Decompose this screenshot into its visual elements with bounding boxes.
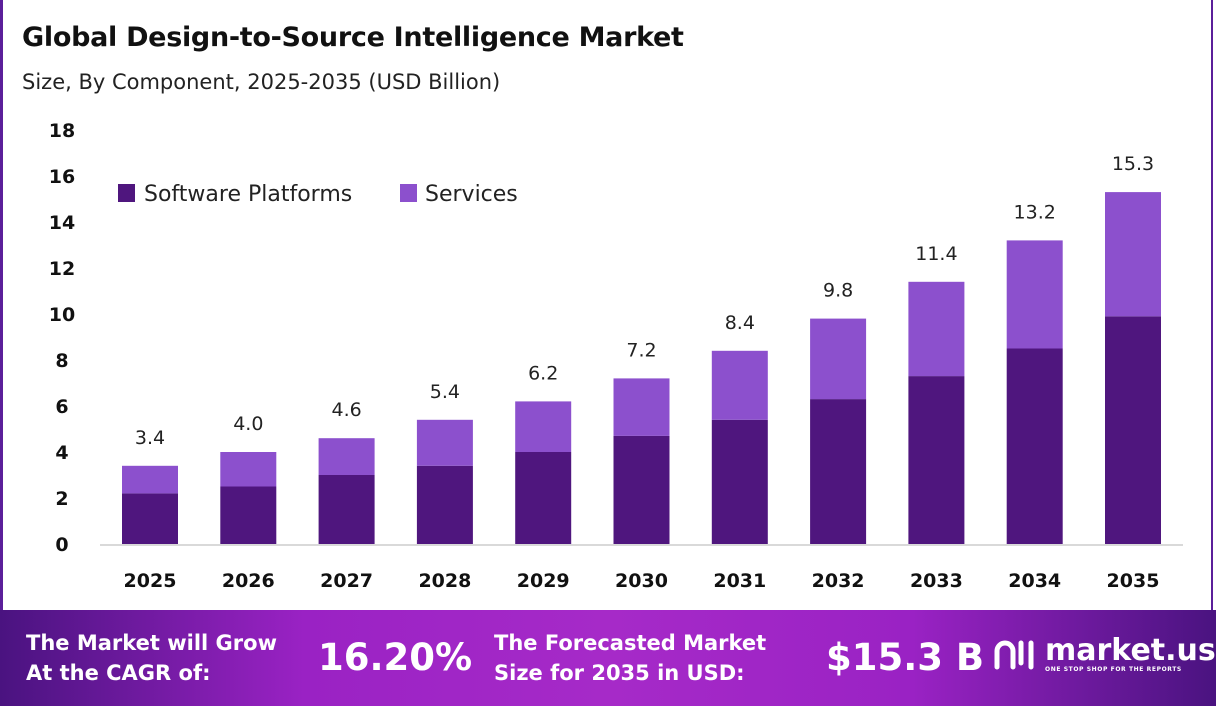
bar-segment-services-2025	[122, 465, 178, 494]
total-data-label: 15.3	[1112, 153, 1154, 175]
bar-segment-services-2035	[1105, 192, 1161, 317]
y-tick-label: 12	[49, 258, 75, 280]
total-data-label: 9.8	[823, 280, 853, 302]
bar-segment-services-2028	[416, 419, 473, 466]
legend-swatch-services	[400, 184, 417, 202]
x-tick-label: 2028	[418, 570, 471, 592]
bar-segment-software-platforms-2033	[908, 376, 965, 544]
y-tick-label: 18	[49, 120, 75, 142]
x-tick-label: 2032	[812, 570, 865, 592]
total-data-label: 13.2	[1014, 201, 1056, 223]
chart-frame	[0, 0, 1213, 610]
x-tick-label: 2034	[1008, 570, 1061, 592]
bar-segment-services-2032	[810, 318, 867, 400]
logo-tagline: ONE STOP SHOP FOR THE REPORTS	[1045, 666, 1182, 673]
bar-segment-services-2029	[515, 401, 572, 452]
x-tick-label: 2033	[910, 570, 963, 592]
legend-label: Software Platforms	[144, 182, 352, 207]
x-tick-label: 2031	[713, 570, 766, 592]
bar-segment-services-2026	[220, 452, 277, 487]
bar-segment-software-platforms-2031	[711, 419, 768, 544]
cagr-label: The Market will Grow At the CAGR of:	[26, 628, 277, 688]
x-tick-label: 2035	[1107, 570, 1160, 592]
cagr-label-line1: The Market will Grow	[26, 631, 277, 655]
chart-subtitle: Size, By Component, 2025-2035 (USD Billi…	[22, 70, 501, 94]
y-tick-label: 8	[55, 350, 68, 372]
forecast-label: The Forecasted Market Size for 2035 in U…	[494, 628, 766, 688]
x-tick-label: 2026	[222, 570, 275, 592]
y-tick-label: 2	[55, 488, 68, 510]
x-tick-label: 2029	[517, 570, 570, 592]
bar-segment-software-platforms-2026	[220, 486, 277, 544]
forecast-label-line2: Size for 2035 in USD:	[494, 661, 745, 685]
cagr-value: 16.20%	[318, 636, 473, 679]
total-data-label: 4.0	[233, 413, 263, 435]
bar-segment-software-platforms-2032	[810, 399, 867, 544]
x-tick-label: 2025	[124, 570, 177, 592]
bar-segment-services-2034	[1006, 240, 1063, 349]
y-tick-label: 0	[55, 534, 68, 556]
bar-segment-software-platforms-2029	[515, 452, 572, 544]
y-tick-label: 6	[55, 396, 68, 418]
forecast-label-line1: The Forecasted Market	[494, 631, 767, 655]
bar-segment-software-platforms-2030	[613, 435, 670, 544]
x-tick-label: 2027	[320, 570, 373, 592]
total-data-label: 8.4	[725, 312, 755, 334]
bar-segment-software-platforms-2027	[318, 475, 375, 544]
footer-banner: The Market will Grow At the CAGR of: 16.…	[0, 610, 1216, 706]
bar-segment-services-2033	[908, 281, 965, 377]
chart-title: Global Design-to-Source Intelligence Mar…	[22, 22, 684, 53]
y-tick-label: 10	[49, 304, 75, 326]
total-data-label: 3.4	[135, 427, 165, 449]
bar-segment-services-2030	[613, 378, 670, 436]
cagr-label-line2: At the CAGR of:	[26, 661, 211, 685]
total-data-label: 5.4	[430, 381, 460, 403]
y-tick-label: 4	[55, 442, 68, 464]
stacked-bar-chart: 0 2 4 6 8 10 12 14 16 18 3.4 2025 4.0 2026 4.6 2027 5.4 2…	[49, 120, 1183, 592]
total-data-label: 6.2	[528, 362, 558, 384]
total-data-label: 7.2	[626, 339, 656, 361]
market-us-logo: market.us ONE STOP SHOP FOR THE REPORTS	[993, 636, 1216, 673]
bar-segment-software-platforms-2025	[122, 493, 178, 544]
bar-segment-software-platforms-2034	[1006, 348, 1063, 544]
logo-icon	[994, 640, 1034, 669]
forecast-value: $15.3 B	[826, 636, 985, 679]
bar-segment-services-2027	[318, 438, 375, 475]
logo-name: market.us	[1045, 633, 1216, 668]
total-data-label: 4.6	[331, 399, 361, 421]
y-tick-label: 14	[49, 212, 75, 234]
bar-segment-services-2031	[711, 350, 768, 420]
y-tick-label: 16	[49, 166, 75, 188]
total-data-label: 11.4	[915, 243, 957, 265]
bar-segment-software-platforms-2035	[1105, 316, 1161, 544]
x-tick-label: 2030	[615, 570, 668, 592]
bar-segment-software-platforms-2028	[416, 465, 473, 544]
legend-label: Services	[425, 182, 518, 207]
legend-swatch-software-platforms	[118, 184, 135, 202]
